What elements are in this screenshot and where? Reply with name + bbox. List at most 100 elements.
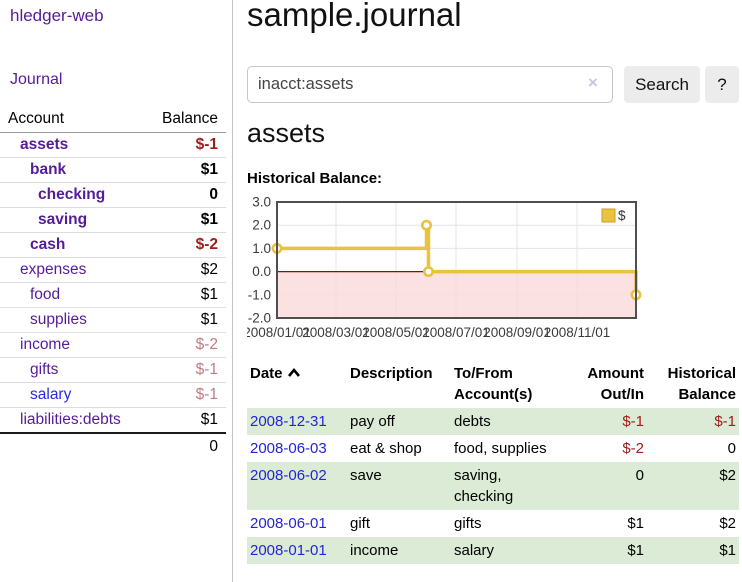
account-balance: 0: [209, 186, 218, 203]
account-link-gifts[interactable]: gifts: [30, 361, 59, 378]
register-description-cell: pay off: [350, 413, 395, 430]
register-accounts-cell: salary: [454, 542, 495, 559]
chart-label: Historical Balance:: [247, 170, 383, 187]
register-accounts-cell: saving, checking: [454, 467, 514, 505]
accounts-header-balance: Balance: [161, 110, 218, 127]
clear-search-icon[interactable]: ×: [588, 73, 598, 92]
svg-text:3.0: 3.0: [252, 196, 271, 210]
register-date-cell: 2008-12-31: [247, 408, 347, 435]
sidebar-account-row-income: income $-2: [0, 332, 226, 357]
account-link-food[interactable]: food: [30, 286, 61, 303]
svg-text:2008/07/01: 2008/07/01: [422, 325, 490, 340]
account-balance: $1: [200, 311, 218, 328]
register-amount-cell: $1: [627, 542, 644, 559]
account-balance: $-1: [195, 136, 218, 153]
search-button[interactable]: Search: [624, 66, 700, 103]
svg-text:0.0: 0.0: [252, 264, 271, 279]
register-row: 2008-06-02 save saving, checking 0 $2: [247, 462, 739, 510]
accounts-panel: Account Balance assets $-1 bank $1 checking 0…: [0, 106, 226, 460]
svg-text:-1.0: -1.0: [248, 287, 271, 302]
register-header-date[interactable]: Date: [247, 360, 347, 408]
account-link-assets[interactable]: assets: [20, 136, 69, 153]
register-balance-cell: $2: [719, 467, 736, 484]
page-title: sample.journal: [247, 0, 462, 33]
register-amount-cell: $-1: [622, 413, 644, 430]
register-description-cell: gift: [350, 515, 371, 532]
svg-text:2008/09/01: 2008/09/01: [483, 325, 551, 340]
register-header-balance: Historical Balance: [667, 365, 736, 403]
register-balance-cell: $1: [719, 542, 736, 559]
register-row: 2008-06-01 gift gifts $1 $2: [247, 510, 739, 537]
svg-text:$: $: [618, 208, 626, 223]
register-accounts-cell: gifts: [454, 515, 482, 532]
register-description-cell: save: [350, 467, 382, 484]
account-link-saving[interactable]: saving: [38, 211, 88, 228]
register-header-description: Description: [350, 365, 433, 382]
account-balance: $1: [200, 161, 218, 178]
svg-text:2008/01/01: 2008/01/01: [247, 325, 311, 340]
sidebar-account-row-cash: cash $-2: [0, 232, 226, 257]
register-row: 2008-12-31 pay off debts $-1 $-1: [247, 408, 739, 435]
svg-text:1.0: 1.0: [252, 241, 271, 256]
account-link-supplies[interactable]: supplies: [30, 311, 87, 328]
register-date-cell: 2008-06-01: [247, 510, 347, 537]
register-accounts-cell: debts: [454, 413, 491, 430]
svg-text:2008/11/01: 2008/11/01: [544, 325, 611, 340]
sidebar-account-row-salary: salary $-1: [0, 382, 226, 407]
sidebar: hledger-web Journal Account Balance asse…: [0, 0, 233, 582]
account-balance: $-1: [195, 361, 218, 378]
svg-text:2008/05/01: 2008/05/01: [362, 325, 430, 340]
register-amount-cell: 0: [635, 467, 644, 484]
sort-ascending-icon: [287, 364, 301, 385]
sidebar-account-row-checking: checking 0: [0, 182, 226, 207]
account-link-expenses[interactable]: expenses: [20, 261, 87, 278]
sidebar-account-rows: assets $-1 bank $1 checking 0 saving $1 cash $-2 e…: [0, 133, 226, 432]
register-description-cell: income: [350, 542, 399, 559]
account-balance: $-1: [195, 386, 218, 403]
search-input[interactable]: [247, 66, 613, 103]
account-balance: $1: [200, 211, 218, 228]
sidebar-account-row-food: food $1: [0, 282, 226, 307]
account-balance: $1: [200, 286, 218, 303]
transaction-date-link[interactable]: 2008-01-01: [250, 542, 327, 559]
account-link-salary[interactable]: salary: [30, 386, 72, 403]
register-balance-cell: $2: [719, 515, 736, 532]
account-link-income[interactable]: income: [20, 336, 70, 353]
accounts-total: 0: [0, 432, 226, 460]
svg-text:-2.0: -2.0: [248, 311, 271, 326]
register-amount-cell: $1: [627, 515, 644, 532]
svg-text:2008/03/01: 2008/03/01: [302, 325, 370, 340]
historical-balance-chart[interactable]: $3.0 2.0 1.0 0.0 -1.0 -2.02008/01/012008/03/0…: [247, 196, 742, 346]
register-balance-cell: $-1: [714, 413, 736, 430]
accounts-header-account: Account: [8, 110, 65, 127]
register-accounts-cell: food, supplies: [454, 440, 547, 457]
register-balance-cell: 0: [727, 440, 736, 457]
transaction-date-link[interactable]: 2008-06-03: [250, 440, 327, 457]
sidebar-account-row-bank: bank $1: [0, 157, 226, 182]
register-table: Date Description To/From Account(s) Amou…: [247, 360, 739, 564]
account-link-cash[interactable]: cash: [30, 236, 66, 253]
register-date-cell: 2008-01-01: [247, 537, 347, 564]
app-brand-link[interactable]: hledger-web: [10, 6, 104, 25]
account-balance: $1: [200, 411, 218, 428]
transaction-date-link[interactable]: 2008-12-31: [250, 413, 327, 430]
account-balance: $2: [200, 261, 218, 278]
register-header-amount: Amount Out/In: [587, 365, 644, 403]
account-balance: $-2: [195, 336, 218, 353]
register-header-row: Date Description To/From Account(s) Amou…: [247, 360, 739, 408]
register-row: 2008-01-01 income salary $1 $1: [247, 537, 739, 564]
account-link-bank[interactable]: bank: [30, 161, 67, 178]
register-date-cell: 2008-06-02: [247, 462, 347, 510]
sidebar-item-journal[interactable]: Journal: [10, 71, 63, 88]
transaction-date-link[interactable]: 2008-06-02: [250, 467, 327, 484]
register-row: 2008-06-03 eat & shop food, supplies $-2 0: [247, 435, 739, 462]
transaction-date-link[interactable]: 2008-06-01: [250, 515, 327, 532]
sidebar-account-row-assets: assets $-1: [0, 133, 226, 157]
account-link-checking[interactable]: checking: [38, 186, 106, 203]
register-date-cell: 2008-06-03: [247, 435, 347, 462]
account-link-liabilities-debts[interactable]: liabilities:debts: [20, 411, 121, 428]
register-header-accounts: To/From Account(s): [454, 365, 533, 403]
help-button[interactable]: ?: [705, 66, 739, 103]
search-form: × Search ?: [247, 66, 739, 104]
sidebar-account-row-saving: saving $1: [0, 207, 226, 232]
